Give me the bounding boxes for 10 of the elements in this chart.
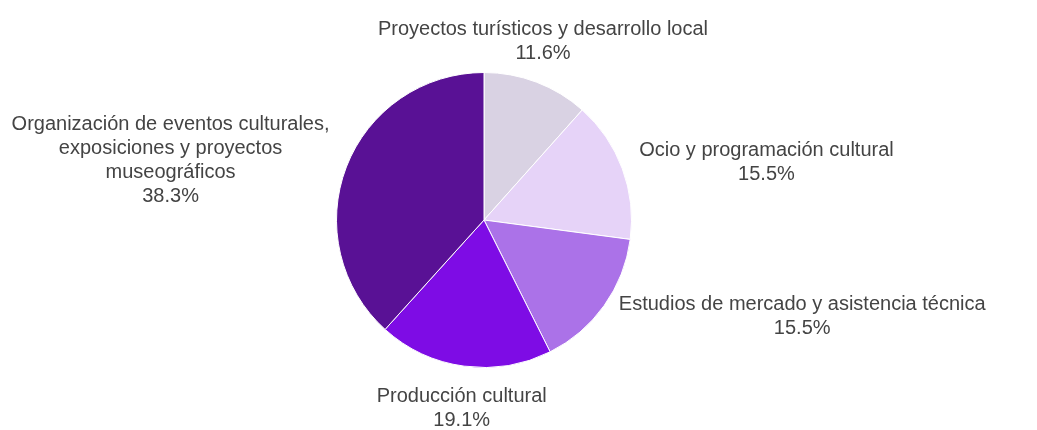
slice-label: Estudios de mercado y asistencia técnica (618, 291, 987, 314)
data-label: 15.5% (773, 315, 831, 338)
slice-label: Proyectos turísticos y desarrollo local (377, 16, 709, 39)
slice-label: Organización de eventos culturales, exposiciones y proyectos museográficos (11, 112, 330, 183)
data-label: 19.1% (433, 407, 491, 430)
data-label: 11.6% (515, 40, 571, 63)
data-label: 15.5% (738, 161, 796, 184)
data-label: 38.3% (142, 184, 200, 207)
slice-label: Ocio y programación cultural (639, 137, 894, 160)
slice-label: Producción cultural (376, 383, 547, 406)
